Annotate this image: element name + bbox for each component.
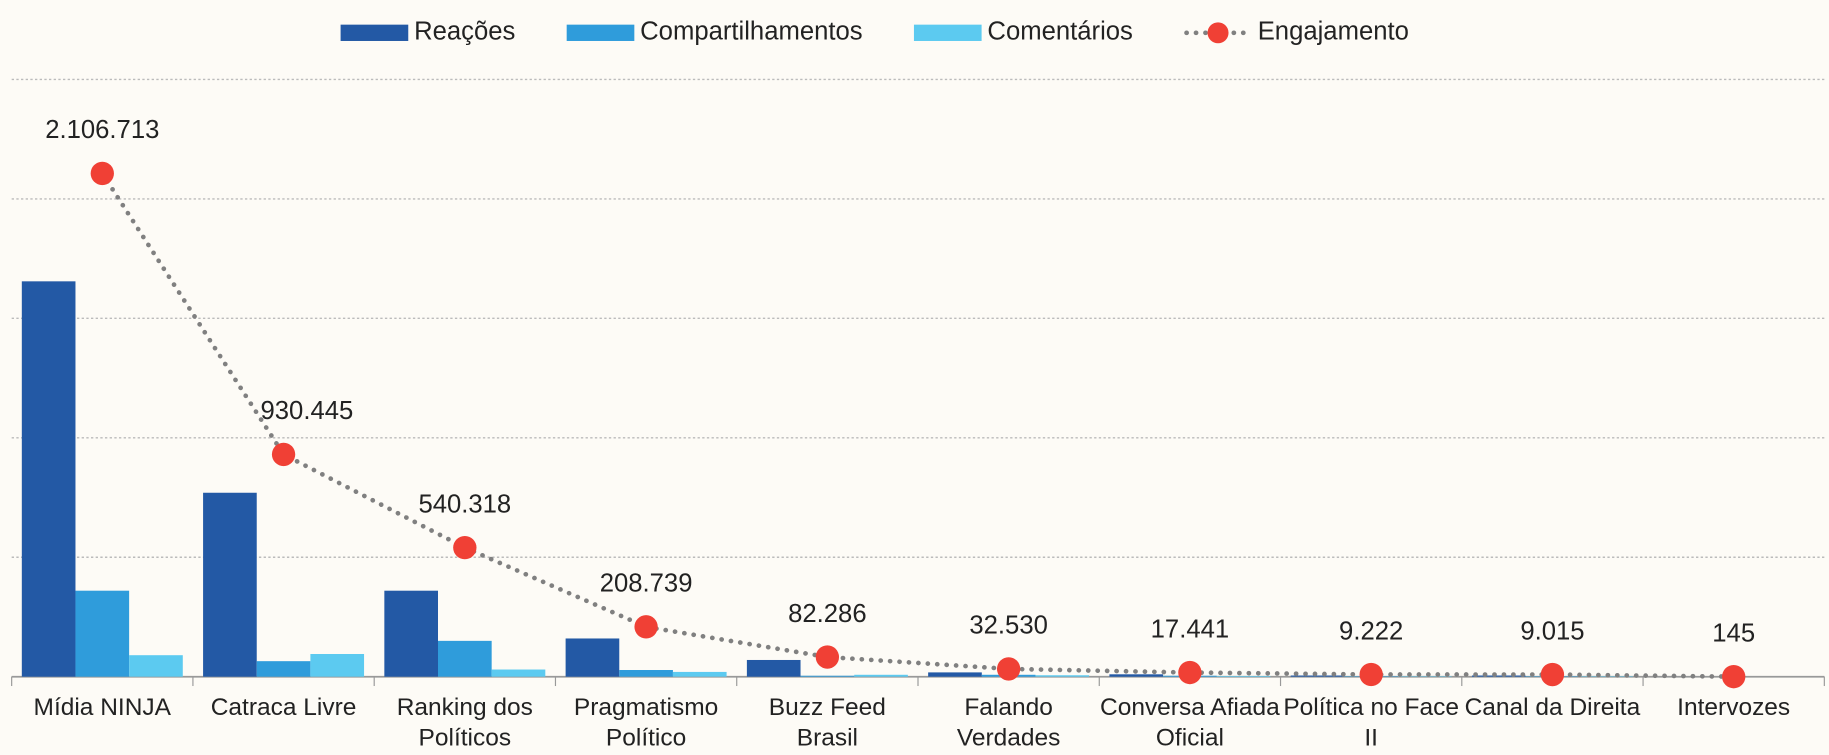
- data-label: 32.530: [969, 612, 1047, 640]
- x-tick-label-box: Falando Verdades: [956, 694, 1061, 752]
- x-tick-label-box: Buzz Feed Brasil: [768, 694, 886, 752]
- bar: [21, 281, 76, 677]
- x-tick-label: Ranking dos Políticos: [396, 694, 533, 752]
- bar: [854, 674, 908, 677]
- data-label: 208.739: [600, 570, 693, 598]
- data-label: 145: [1712, 619, 1755, 647]
- marker: [1540, 662, 1565, 687]
- bar: [203, 492, 257, 677]
- x-tick-label-box: Intervozes: [1677, 694, 1791, 722]
- x-tick-label: Buzz Feed Brasil: [768, 694, 886, 752]
- x-tick-label: Catraca Livre: [210, 694, 357, 722]
- bar: [129, 655, 183, 677]
- x-tick-label: Política no Face II: [1283, 694, 1459, 752]
- data-label: 540.318: [418, 490, 511, 518]
- marker: [815, 645, 840, 669]
- data-label: 930.445: [261, 397, 354, 425]
- marker: [1178, 660, 1202, 685]
- bar: [672, 671, 727, 677]
- bar: [1471, 675, 1526, 677]
- data-label: 82.286: [788, 600, 866, 628]
- x-tick-label-box: Conversa Afiada Oficial: [1100, 694, 1280, 752]
- legend-marker: [1207, 22, 1229, 44]
- x-tick-label-box: Canal da Direita: [1464, 694, 1641, 722]
- marker: [90, 161, 114, 186]
- bar: [619, 670, 673, 677]
- bar: [438, 640, 492, 677]
- legend-swatch: [913, 24, 982, 41]
- x-tick-label-box: Mídia NINJA: [33, 694, 172, 722]
- legend-swatch: [566, 24, 635, 41]
- data-label: 9.222: [1339, 617, 1403, 645]
- marker: [271, 442, 296, 467]
- bar: [1216, 675, 1271, 677]
- bar: [928, 672, 982, 677]
- bar: [75, 590, 130, 677]
- x-tick-label: Intervozes: [1677, 694, 1791, 722]
- bar: [1290, 675, 1345, 677]
- legend-label: Reações: [414, 18, 515, 46]
- x-tick-label-box: Política no Face II: [1283, 694, 1459, 752]
- legend-swatch: [340, 24, 409, 41]
- x-tick-label: Mídia NINJA: [33, 694, 172, 722]
- line: [99, 171, 1737, 679]
- data-label: 2.106.713: [45, 116, 159, 144]
- x-tick-label: Pragmatismo Político: [573, 694, 719, 752]
- bar: [310, 654, 365, 677]
- data-label: 17.441: [1151, 615, 1229, 643]
- bar: [384, 590, 439, 677]
- legend-label: Comentários: [987, 18, 1132, 46]
- marker: [1722, 664, 1746, 689]
- marker: [1359, 662, 1383, 687]
- x-tick-label-box: Ranking dos Políticos: [396, 694, 533, 752]
- marker: [634, 615, 658, 639]
- marker: [453, 535, 477, 560]
- bar: [800, 675, 855, 677]
- bar: [491, 669, 546, 677]
- bar: [256, 661, 311, 677]
- x-tick-label-box: Pragmatismo Político: [573, 694, 719, 752]
- bar: [1035, 675, 1090, 677]
- bar: [1109, 674, 1164, 677]
- x-tick-label: Canal da Direita: [1464, 694, 1641, 722]
- bar: [746, 659, 801, 677]
- legend-label: Engajamento: [1258, 18, 1409, 46]
- marker: [996, 657, 1021, 681]
- bar: [565, 638, 620, 677]
- legend-label: Compartilhamentos: [640, 18, 862, 46]
- x-tick-label: Conversa Afiada Oficial: [1100, 694, 1280, 752]
- data-label: 9.015: [1520, 617, 1584, 645]
- x-tick-label: Falando Verdades: [956, 694, 1061, 752]
- x-tick-label-box: Catraca Livre: [210, 694, 357, 722]
